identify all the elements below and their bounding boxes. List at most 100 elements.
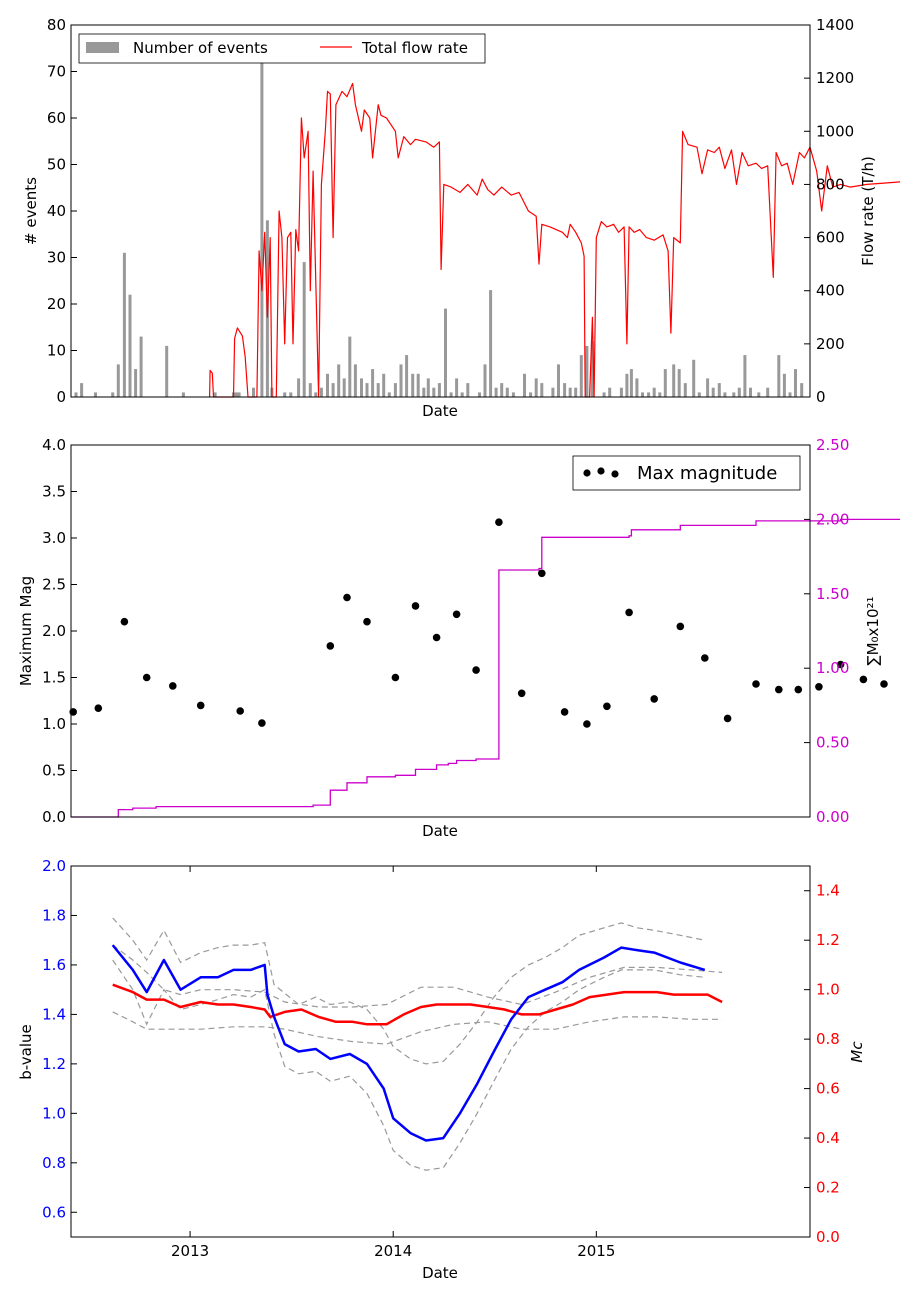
event-bar [365,383,369,397]
max-magnitude-point [836,660,845,669]
max-magnitude-points [69,518,888,728]
event-bar [466,383,470,397]
event-bar [683,383,687,397]
event-bar [422,387,426,397]
legend-bar-swatch [86,42,119,53]
max-magnitude-point [343,593,351,602]
event-bar [331,383,335,397]
right-tick-label: 800 [816,175,845,193]
event-bar [260,48,264,398]
event-bar [692,359,696,397]
left-tick-label: 1.8 [42,906,66,924]
flow-rate-line-group [209,82,900,398]
left-tick-label: 0.0 [42,808,66,826]
event-bar [94,392,97,397]
flow-rate-line [209,82,900,398]
event-bar [455,378,459,397]
left-tick-label: 2.5 [42,576,66,594]
event-bar [399,364,403,397]
event-bar [478,392,481,397]
x-ticks: 2013 2014 2015 [171,866,615,1260]
event-bar [360,378,363,397]
event-bar [511,392,515,397]
event-bar [551,387,555,397]
left-tick-label: 80 [47,16,66,34]
event-bar [494,387,498,397]
event-bar [337,364,341,397]
event-bar [568,387,572,397]
left-axis-label: Maximum Mag [17,576,35,686]
right-tick-label: 1.50 [816,585,849,603]
left-tick-label: 30 [47,249,66,267]
legend-box [572,455,801,491]
right-ticks: 0.0 0.2 0.4 0.6 0.8 1.0 1.2 1.4 [804,882,840,1246]
right-tick-label: 2.00 [816,510,849,528]
event-bar [672,364,676,397]
left-tick-label: 3.0 [42,529,66,547]
max-magnitude-point [538,569,546,578]
event-bar [737,387,741,397]
event-bar [213,392,217,397]
event-bar [426,378,430,397]
max-magnitude-point [815,683,823,691]
left-tick-label: 0.6 [42,1203,66,1221]
b-upper-bound-line [112,917,705,1065]
left-tick-label: 40 [47,202,66,220]
x-axis-label: Date [422,822,458,840]
event-bar [122,252,126,397]
plot-frame [70,24,811,398]
event-bar [234,392,238,397]
legend: Max magnitude [572,455,801,491]
event-bar [297,378,301,397]
event-bar [629,369,633,397]
max-magnitude-point [794,685,803,694]
plot-frame [70,444,811,818]
right-tick-label: 0 [816,388,826,406]
legend-marker [611,470,619,478]
event-bar [165,345,169,397]
event-bar [449,392,453,397]
event-bar [432,387,436,397]
event-bar [579,355,583,397]
event-bar [749,387,752,397]
event-bar [111,392,115,397]
event-bar [393,383,397,397]
right-tick-label: 1400 [816,16,854,34]
event-bar [411,373,415,398]
event-bar [405,355,409,397]
event-bar [777,355,781,397]
right-ticks: 0 200 400 600 800 1000 1200 1400 [804,16,854,406]
left-tick-label: 60 [47,109,66,127]
right-tick-label: 0.6 [816,1080,840,1098]
mc-lower-bound-line [112,1011,723,1045]
event-bar [723,392,727,397]
event-bar [608,387,612,397]
right-tick-label: 400 [816,282,845,300]
event-bar [74,392,78,397]
event-bar [732,392,736,397]
event-bar [308,383,312,397]
right-tick-label: 0.2 [816,1179,840,1197]
event-bars [74,48,804,398]
event-bar [319,387,323,397]
left-tick-label: 1.0 [42,715,66,733]
max-magnitude-point [452,610,461,619]
event-bar [371,369,375,397]
max-magnitude-point [258,719,266,727]
event-bar [625,373,629,398]
right-axis-label: Flow rate (T/h) [859,156,877,266]
event-bar [766,387,770,397]
event-bar [505,387,509,397]
event-bar [585,345,589,397]
b-value-line [111,944,706,1142]
right-tick-label: 2.50 [816,436,849,454]
right-tick-label: 600 [816,229,845,247]
event-bar [302,262,306,397]
event-bar [757,392,761,397]
max-magnitude-point [517,689,526,698]
left-ticks: 0.6 0.8 1.0 1.2 1.4 1.6 1.8 2.0 [42,857,77,1221]
max-magnitude-point [326,642,335,650]
max-magnitude-point [94,704,103,712]
